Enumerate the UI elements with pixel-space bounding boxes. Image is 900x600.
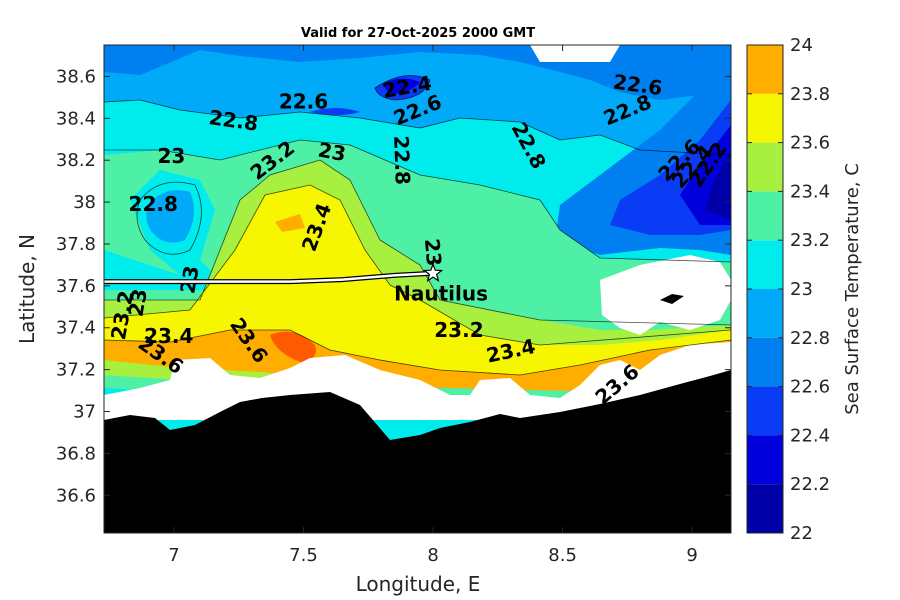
colorbar-tick-label: 23.2	[790, 230, 830, 251]
sst-band-24-0-patch	[270, 331, 316, 362]
land-mass	[104, 370, 731, 533]
no-data-east	[600, 255, 731, 335]
contour-label: 23.2	[434, 318, 483, 342]
y-tick-label: 37.6	[56, 276, 96, 297]
colorbar-tick-label: 24	[790, 35, 813, 56]
colorbar-swatch	[747, 191, 783, 241]
colorbar-tick-label: 23.8	[790, 84, 830, 105]
y-tick-label: 36.6	[56, 485, 96, 506]
x-axis-label: Longitude, E	[356, 572, 481, 596]
y-axis-label: Latitude, N	[15, 234, 39, 344]
colorbar-swatch	[747, 386, 783, 436]
x-tick-label: 8	[427, 545, 438, 566]
y-tick-label: 37.2	[56, 360, 96, 381]
chart-title: Valid for 27-Oct-2025 2000 GMT	[301, 26, 535, 41]
y-tick-label: 38.4	[56, 108, 96, 129]
x-axis: 7 7.5 8 8.5 9	[168, 45, 698, 566]
contour-label: 23	[316, 138, 348, 166]
contour-label: 23	[123, 287, 151, 319]
x-tick-label: 7	[168, 545, 179, 566]
y-tick-label: 38.2	[56, 150, 96, 171]
contour-lines	[104, 75, 731, 376]
ship-position-star-icon	[422, 262, 444, 282]
y-tick-label: 37.4	[56, 318, 96, 339]
sst-band-22-2-north	[382, 78, 420, 94]
y-tick-label: 38	[73, 192, 96, 213]
colorbar-tick-label: 22.8	[790, 328, 830, 349]
y-tick-label: 37.8	[56, 234, 96, 255]
colorbar-swatch	[747, 142, 783, 192]
contour-label: 22.6	[279, 90, 328, 114]
contour-label: 23.4	[144, 324, 193, 348]
colorbar-swatch	[747, 240, 783, 289]
colorbar-tick-label: 22.4	[790, 425, 830, 446]
sst-band-23-8-patch	[275, 214, 305, 232]
contour-label: 22.8	[129, 192, 178, 216]
colorbar-tick-label: 23.6	[790, 133, 830, 154]
x-tick-label: 9	[686, 545, 697, 566]
contour-label: 23	[157, 144, 185, 168]
sst-band-22-4-small	[310, 108, 360, 115]
colorbar-swatch	[747, 435, 783, 485]
y-axis: 36.6 36.8 37 37.2 37.4 37.6 37.8 38 38.2 38.4 38.6	[56, 66, 731, 506]
plot-frame	[103, 44, 732, 534]
y-tick-label: 36.8	[56, 443, 96, 464]
colorbar-swatch	[747, 289, 783, 338]
contour-label: 23	[420, 237, 446, 267]
no-data-north	[530, 45, 620, 62]
sst-band-22-8-core	[146, 190, 194, 243]
contour-label: 22.8	[389, 135, 415, 185]
x-tick-label: 8.5	[548, 545, 577, 566]
y-tick-label: 37	[73, 402, 96, 423]
ship-label: Nautilus	[394, 281, 488, 305]
y-tick-label: 38.6	[56, 66, 96, 87]
colorbar-swatch	[747, 45, 783, 94]
x-tick-label: 7.5	[289, 545, 318, 566]
sst-band-22-0-east	[705, 150, 731, 220]
colorbar-tick-label: 23	[790, 279, 813, 300]
colorbar: 22 22.2 22.4 22.6 22.8 23 23.2 23.4 23.6 23.8 24	[746, 35, 830, 544]
colorbar-swatch	[747, 93, 783, 143]
colorbar-tick-label: 22	[790, 523, 813, 544]
colorbar-swatch	[747, 337, 783, 387]
colorbar-tick-label: 22.2	[790, 474, 830, 495]
ship-track	[104, 272, 434, 283]
small-island	[660, 294, 684, 304]
colorbar-label: Sea Surface Temperature, C	[842, 163, 863, 415]
colorbar-tick-label: 22.6	[790, 377, 830, 398]
colorbar-tick-label: 23.4	[790, 181, 830, 202]
colorbar-swatch	[747, 484, 783, 533]
